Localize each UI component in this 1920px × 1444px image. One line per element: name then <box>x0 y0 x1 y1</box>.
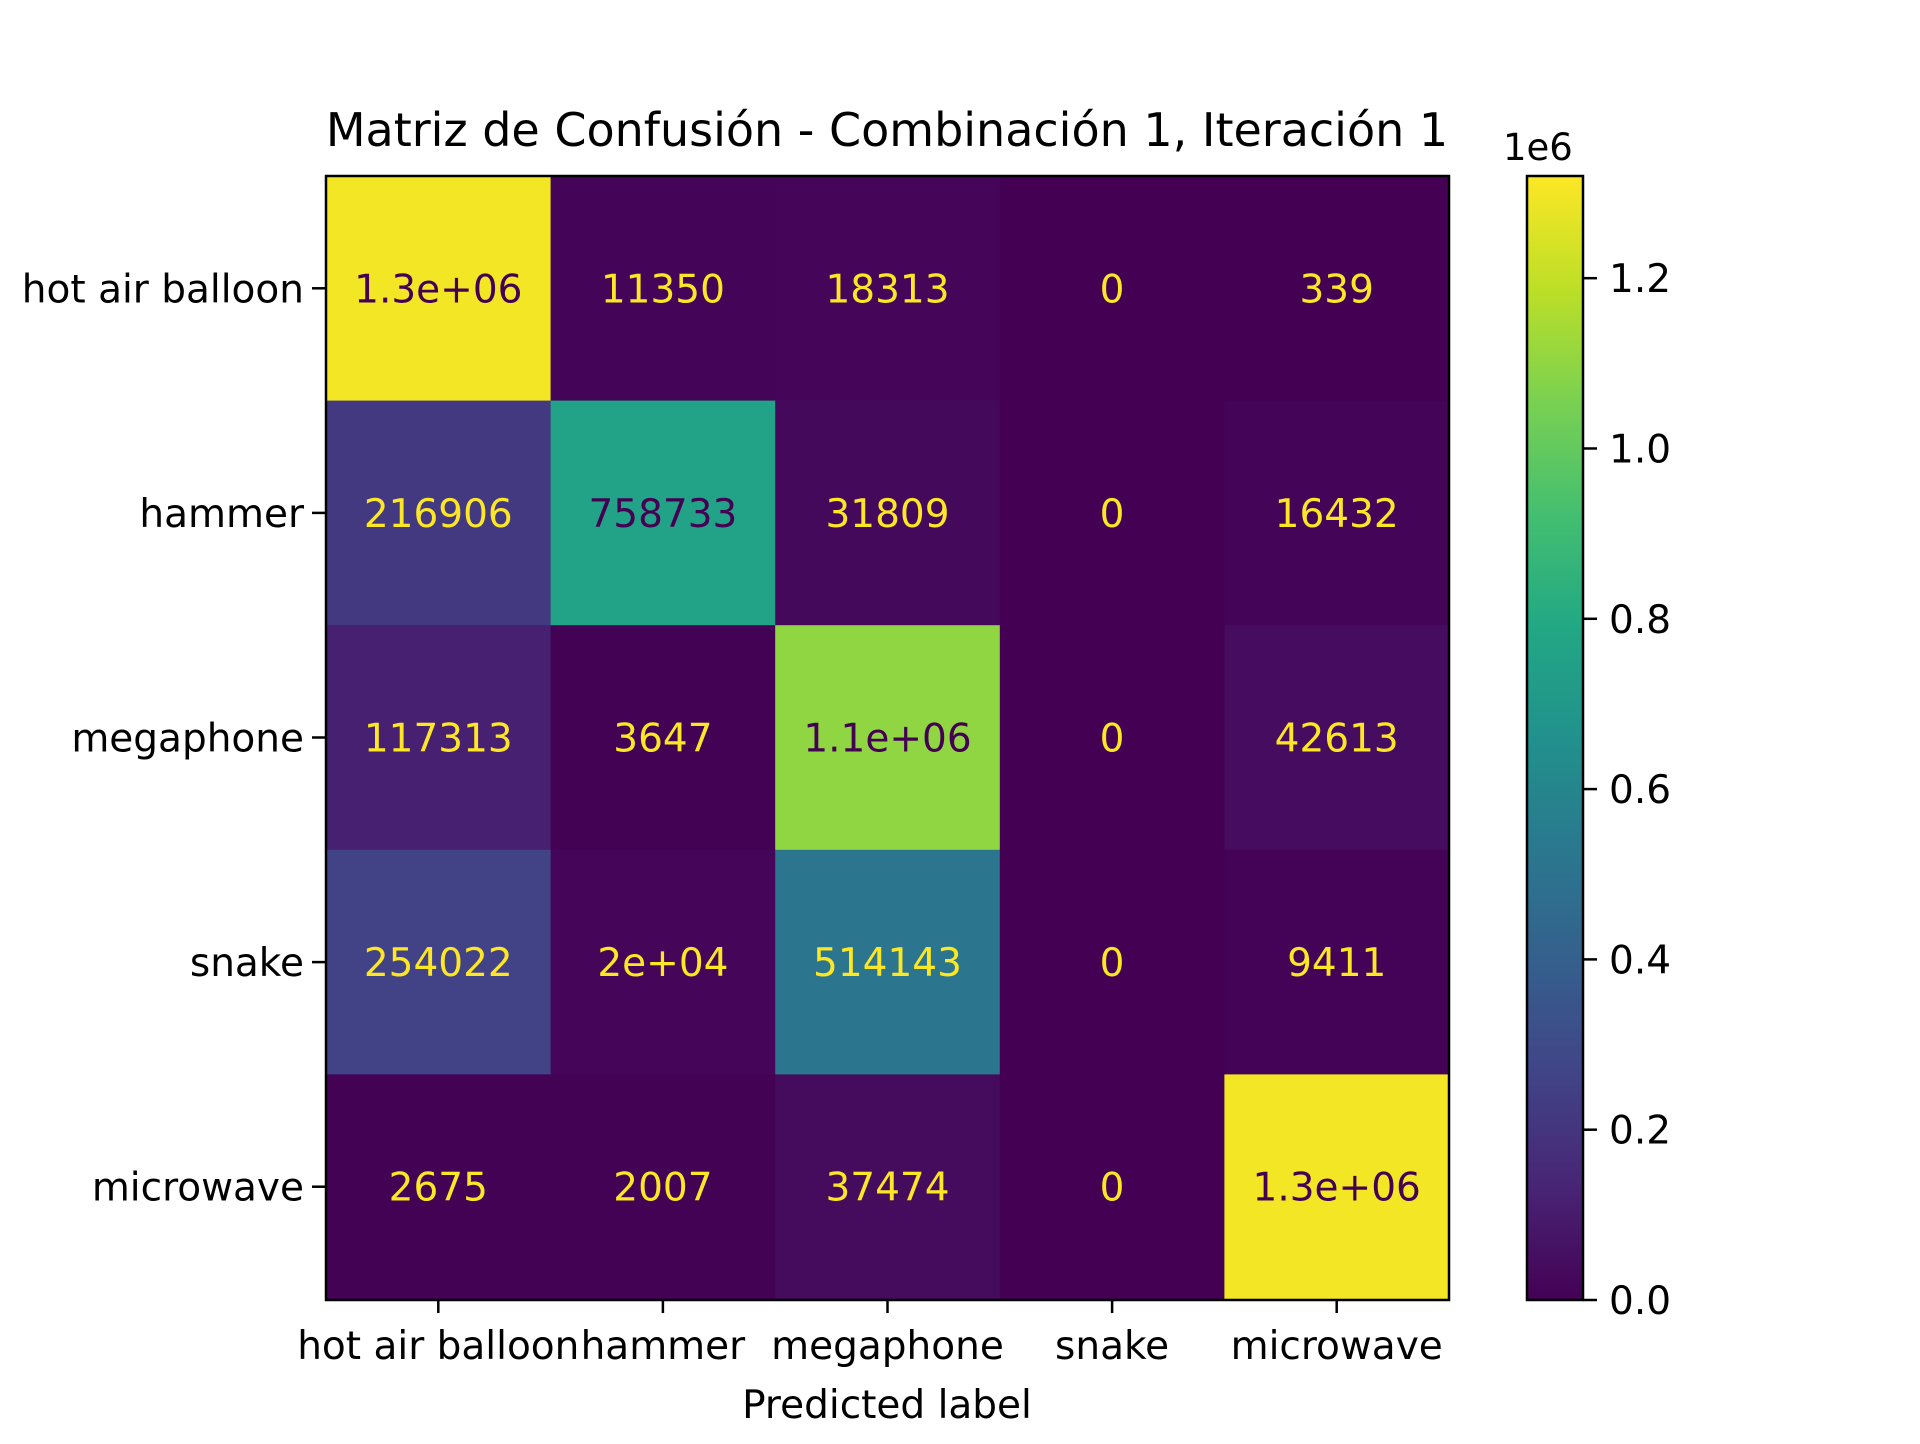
heatmap-cell <box>999 849 1225 1075</box>
cell-value-label: 2675 <box>389 1166 488 1211</box>
cell-value-label: 1.1e+06 <box>803 717 971 762</box>
heatmap-cell <box>326 176 552 402</box>
heatmap-cell <box>550 849 776 1075</box>
heatmap-cells <box>326 176 1450 1300</box>
heatmap-cell <box>326 849 552 1075</box>
cell-value-label: 16432 <box>1275 492 1399 537</box>
cell-value-label: 1.3e+06 <box>1253 1166 1421 1211</box>
heatmap-cell <box>1224 176 1450 402</box>
heatmap-cell-labels: 1.3e+06 11350 18313 0 339 216906 758733 31809 0 1… <box>354 267 1421 1210</box>
y-axis: hot air balloon hammer megaphone snake micro… <box>22 267 326 1211</box>
heatmap-cell <box>550 176 776 402</box>
x-axis: hot air balloon hammer megaphone snake micro… <box>297 1299 1443 1369</box>
heatmap-cell <box>999 176 1225 402</box>
x-tick-label: hot air balloon <box>297 1324 579 1369</box>
cell-value-label: 11350 <box>601 267 725 312</box>
cell-value-label: 42613 <box>1275 717 1399 762</box>
heatmap-cell <box>326 400 552 626</box>
colorbar-tick-label: 0.0 <box>1609 1279 1671 1324</box>
heatmap-cell <box>775 400 1001 626</box>
colorbar-tick-label: 1.2 <box>1609 257 1671 302</box>
x-tick-label: megaphone <box>771 1324 1004 1369</box>
cell-value-label: 514143 <box>813 941 962 986</box>
x-tick-label: snake <box>1055 1324 1169 1369</box>
cell-value-label: 37474 <box>825 1166 949 1211</box>
heatmap-cell <box>1224 1074 1450 1300</box>
heatmap-cell <box>550 1074 776 1300</box>
colorbar: 0.0 0.2 0.4 0.6 0.8 1.0 1.2 1e6 <box>1503 126 1671 1324</box>
cell-value-label: 0 <box>1100 267 1125 312</box>
cell-value-label: 254022 <box>364 941 513 986</box>
colorbar-tick-label: 0.6 <box>1609 768 1671 813</box>
y-tick-label: megaphone <box>71 717 304 762</box>
heatmap-cell <box>775 625 1001 851</box>
heatmap-cell <box>775 176 1001 402</box>
cell-value-label: 3647 <box>613 717 712 762</box>
heatmap-cell <box>550 625 776 851</box>
x-tick-label: microwave <box>1231 1324 1443 1369</box>
cell-value-label: 0 <box>1100 717 1125 762</box>
heatmap-cell <box>1224 400 1450 626</box>
cell-value-label: 0 <box>1100 1166 1125 1211</box>
cell-value-label: 216906 <box>364 492 513 537</box>
heatmap-cell <box>326 625 552 851</box>
cell-value-label: 0 <box>1100 941 1125 986</box>
colorbar-tick-label: 0.2 <box>1609 1109 1671 1154</box>
x-axis-label: Predicted label <box>742 1383 1032 1428</box>
colorbar-tick-label: 0.4 <box>1609 938 1671 983</box>
chart-title: Matriz de Confusión - Combinación 1, Ite… <box>326 103 1448 157</box>
y-tick-label: hot air balloon <box>22 267 304 312</box>
colorbar-gradient <box>1525 174 1585 1302</box>
cell-value-label: 0 <box>1100 492 1125 537</box>
heatmap-cell <box>999 625 1225 851</box>
cell-value-label: 2e+04 <box>597 941 728 986</box>
colorbar-offset-label: 1e6 <box>1503 126 1573 169</box>
heatmap-cell <box>775 849 1001 1075</box>
cell-value-label: 2007 <box>613 1166 712 1211</box>
cell-value-label: 31809 <box>825 492 949 537</box>
cell-value-label: 18313 <box>825 267 949 312</box>
cell-value-label: 117313 <box>364 717 513 762</box>
heatmap-cell <box>326 1074 552 1300</box>
heatmap-cell <box>1224 849 1450 1075</box>
heatmap-cell <box>775 1074 1001 1300</box>
colorbar-tick-label: 1.0 <box>1609 427 1671 472</box>
cell-value-label: 1.3e+06 <box>354 267 522 312</box>
y-tick-label: snake <box>190 941 304 986</box>
cell-value-label: 339 <box>1299 267 1373 312</box>
y-tick-label: microwave <box>92 1166 304 1211</box>
heatmap-cell <box>1224 625 1450 851</box>
heatmap-cell <box>999 400 1225 626</box>
y-tick-label: hammer <box>139 492 305 537</box>
cell-value-label: 9411 <box>1287 941 1386 986</box>
heatmap-cell <box>999 1074 1225 1300</box>
cell-value-label: 758733 <box>588 492 737 537</box>
colorbar-tick-label: 0.8 <box>1609 598 1671 643</box>
heatmap-cell <box>550 400 776 626</box>
x-tick-label: hammer <box>581 1324 747 1369</box>
